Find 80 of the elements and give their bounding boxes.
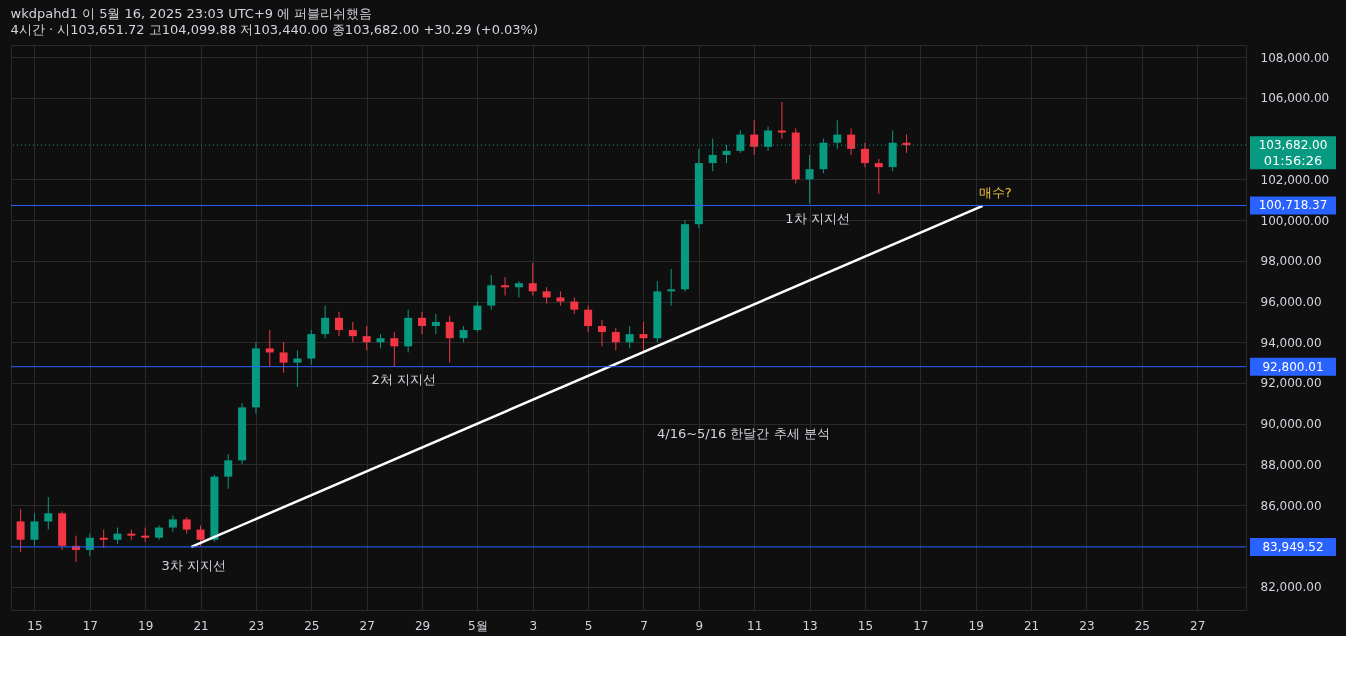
y-tick-label: 82,000.00 (1260, 580, 1322, 595)
candlestick (514, 280, 523, 298)
y-tick-label: 106,000.00 (1260, 91, 1330, 106)
candlestick (777, 101, 786, 140)
chart-title: wkdpahd1 이 5월 16, 2025 23:03 UTC+9 에 퍼블리쉬했음 (10, 6, 373, 21)
candlestick (874, 158, 883, 195)
x-tick-label: 19 (138, 618, 154, 633)
x-tick-label: 17 (82, 618, 98, 633)
candlestick (625, 325, 634, 349)
y-tick-label: 88,000.00 (1260, 457, 1322, 472)
candlestick (390, 331, 399, 368)
x-tick-label: 21 (193, 618, 209, 633)
y-tick-label: 86,000.00 (1260, 498, 1322, 513)
candlestick (418, 311, 427, 335)
ref-line-label: 92,800.01 (1262, 359, 1324, 374)
x-tick-label: 27 (1190, 618, 1206, 633)
x-tick-label: 17 (913, 618, 929, 633)
x-tick-label: 3 (529, 618, 538, 633)
x-tick-label: 25 (1134, 618, 1150, 633)
candlestick (597, 319, 606, 347)
annotation: 3차 지지선 (161, 558, 226, 574)
x-tick-label: 23 (1079, 618, 1095, 633)
candlestick (501, 276, 510, 296)
ref-line-label: 103,682.00 (1258, 138, 1328, 153)
candlestick (445, 315, 454, 364)
candlestick (99, 529, 108, 549)
x-tick-label: 7 (640, 618, 648, 633)
x-tick-label: 11 (747, 618, 763, 633)
candlestick (611, 327, 620, 351)
candlestick (196, 525, 205, 547)
ref-line-label: 100,718.37 (1258, 198, 1328, 213)
chart-subtitle: 4시간 · 시103,651.72 고104,099.88 저103,440.00 종103,682.00 +30.29 (+0.03%) (10, 22, 539, 37)
x-tick-label: 5월 (468, 618, 488, 633)
candlestick (750, 119, 759, 156)
x-tick-label: 29 (414, 618, 431, 633)
annotation: 매수? (978, 185, 1012, 201)
y-tick-label: 100,000.00 (1260, 213, 1330, 228)
candlestick (860, 142, 869, 168)
candlestick (321, 305, 330, 339)
x-tick-label: 9 (695, 618, 704, 633)
x-tick-label: 19 (968, 618, 984, 633)
y-tick-label: 90,000.00 (1260, 417, 1322, 432)
candlestick (805, 154, 814, 205)
candlestick (847, 127, 856, 156)
candlestick (279, 341, 288, 374)
x-tick-label: 13 (802, 618, 818, 633)
candlestick (16, 508, 25, 553)
candlestick (293, 349, 302, 388)
candlestick (168, 514, 177, 533)
candlestick (30, 512, 39, 547)
annotation: 2처 지지선 (371, 372, 436, 388)
x-tick-label: 5 (584, 618, 593, 633)
x-tick-label: 27 (359, 618, 375, 633)
y-tick-label: 102,000.00 (1260, 172, 1330, 187)
y-tick-label: 98,000.00 (1260, 254, 1322, 269)
y-tick-label: 94,000.00 (1260, 335, 1322, 350)
candlestick (362, 325, 371, 351)
x-tick-label: 21 (1023, 618, 1040, 633)
x-tick-label: 15 (27, 618, 43, 633)
candlestick (431, 313, 440, 335)
y-tick-label: 92,000.00 (1260, 376, 1322, 391)
candlestick (639, 321, 648, 353)
ref-line-label: 83,949.52 (1262, 539, 1324, 554)
candlestick (667, 268, 676, 307)
x-tick-label: 25 (304, 618, 320, 633)
candlestick (44, 496, 53, 531)
candlestick (334, 311, 343, 337)
candlestick (265, 329, 274, 368)
candlestick (528, 262, 537, 296)
candlestick (487, 274, 496, 311)
text: 01:56:26 (1263, 153, 1323, 169)
candlestick (348, 321, 357, 343)
x-tick-label: 23 (248, 618, 265, 633)
y-tick-label: 96,000.00 (1260, 295, 1322, 310)
candlestick (584, 305, 593, 333)
annotation: 1차 지지선 (785, 211, 850, 227)
candlestick (224, 453, 233, 490)
annotation: 4/16~5/16 한달간 추세 분석 (657, 425, 830, 441)
y-tick-label: 108,000.00 (1260, 50, 1330, 65)
x-tick-label: 15 (857, 618, 874, 633)
